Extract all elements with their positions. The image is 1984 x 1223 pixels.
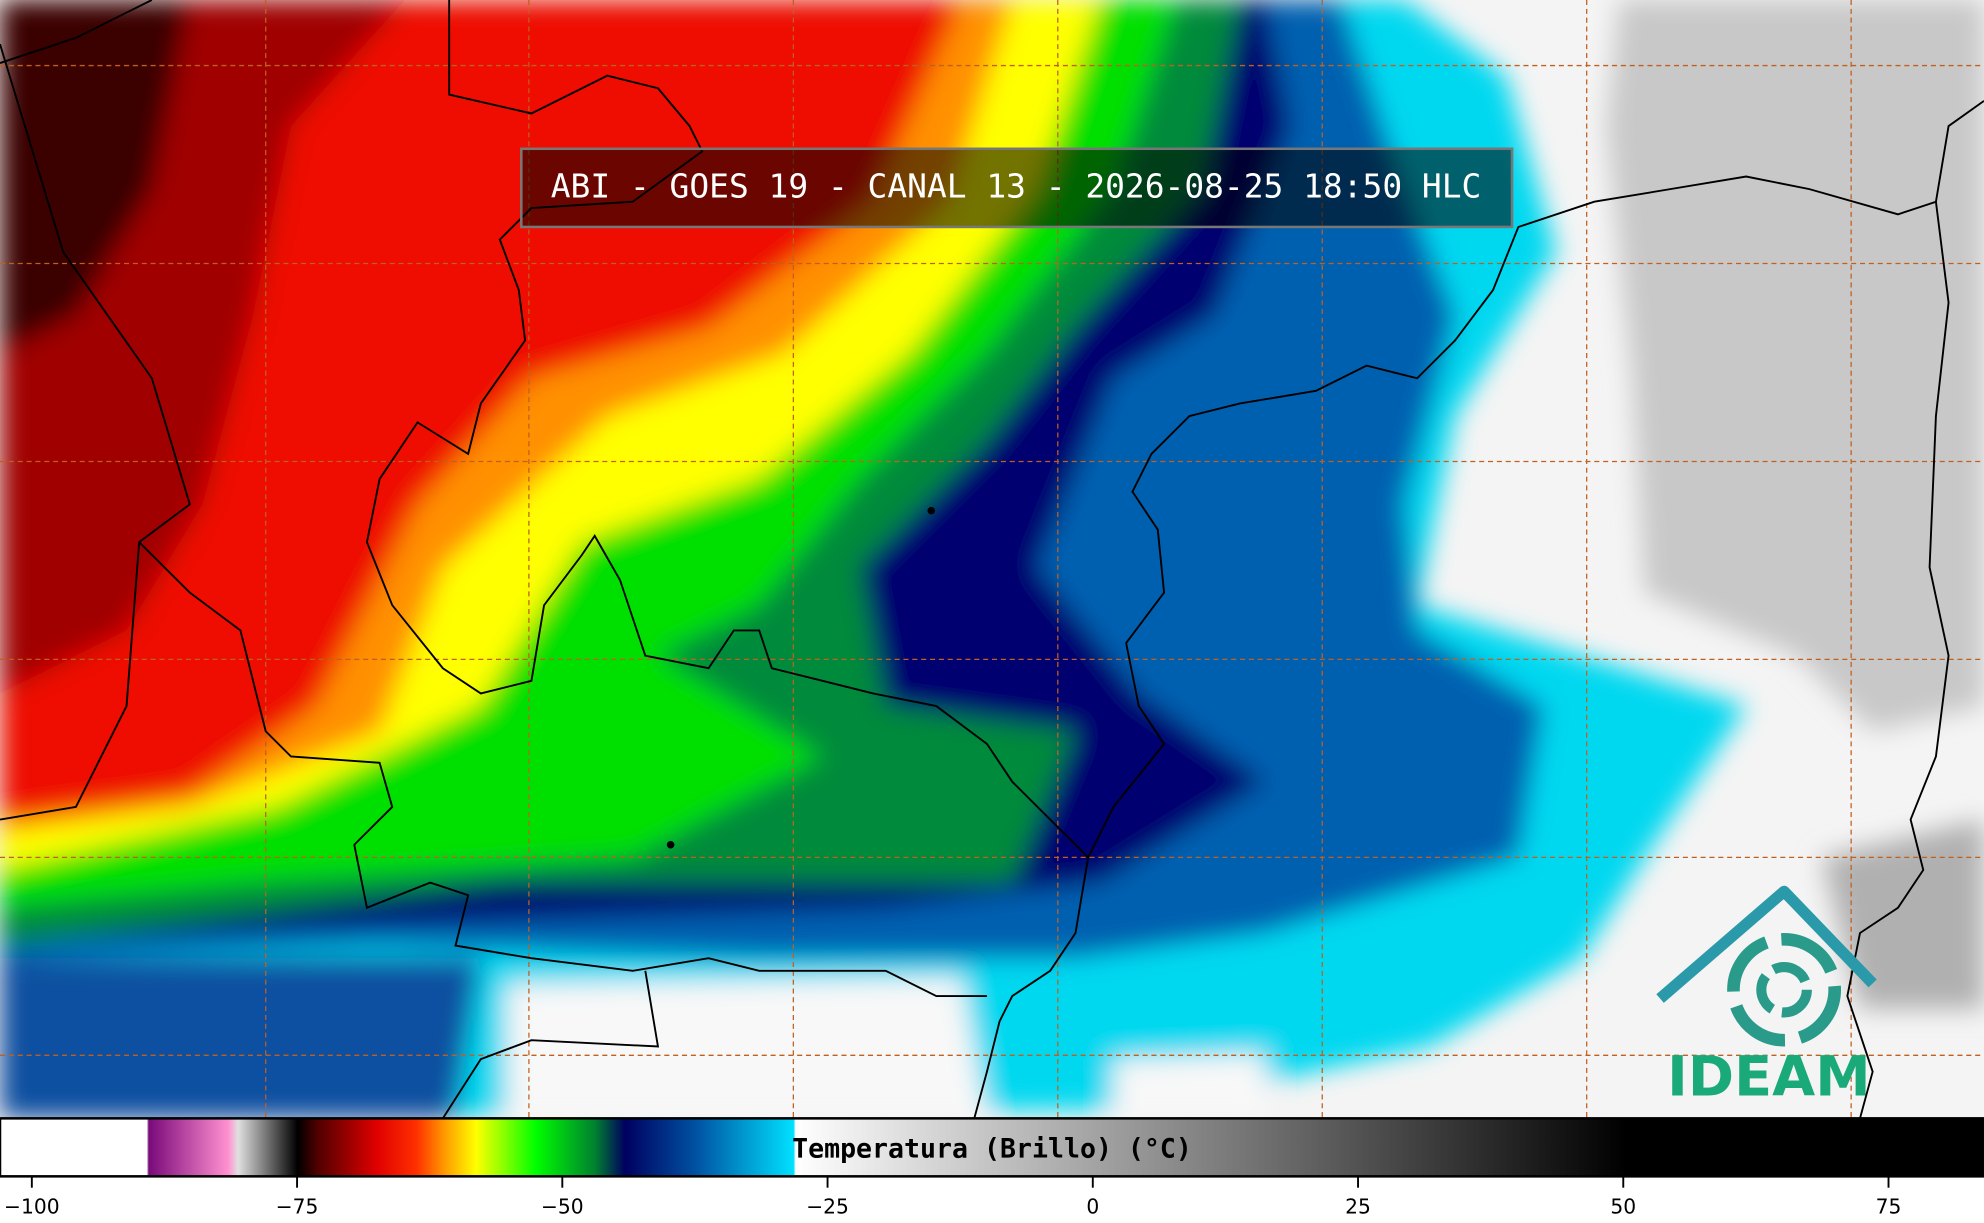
tick-label: −25	[806, 1194, 849, 1218]
logo: IDEAM	[1656, 885, 1877, 1110]
borders	[0, 0, 1984, 1119]
tick-label: 50	[1610, 1194, 1636, 1218]
tick-label: −75	[276, 1194, 319, 1218]
tick-label: −100	[4, 1194, 60, 1218]
colorbar: Temperatura (Brillo) (°C)	[0, 1117, 1984, 1178]
tick-label: 0	[1086, 1194, 1099, 1218]
colorbar-label: Temperatura (Brillo) (°C)	[792, 1133, 1192, 1164]
tick-label: −50	[541, 1194, 584, 1218]
tick-label: 25	[1345, 1194, 1371, 1218]
logo-text: IDEAM	[1667, 1045, 1870, 1110]
title-box: ABI - GOES 19 - CANAL 13 - 2026-08-25 18…	[520, 147, 1514, 229]
imagery: IDEAM	[0, 0, 1984, 1119]
title: ABI - GOES 19 - CANAL 13 - 2026-08-25 18…	[551, 167, 1482, 205]
tick-label: 75	[1876, 1194, 1902, 1218]
